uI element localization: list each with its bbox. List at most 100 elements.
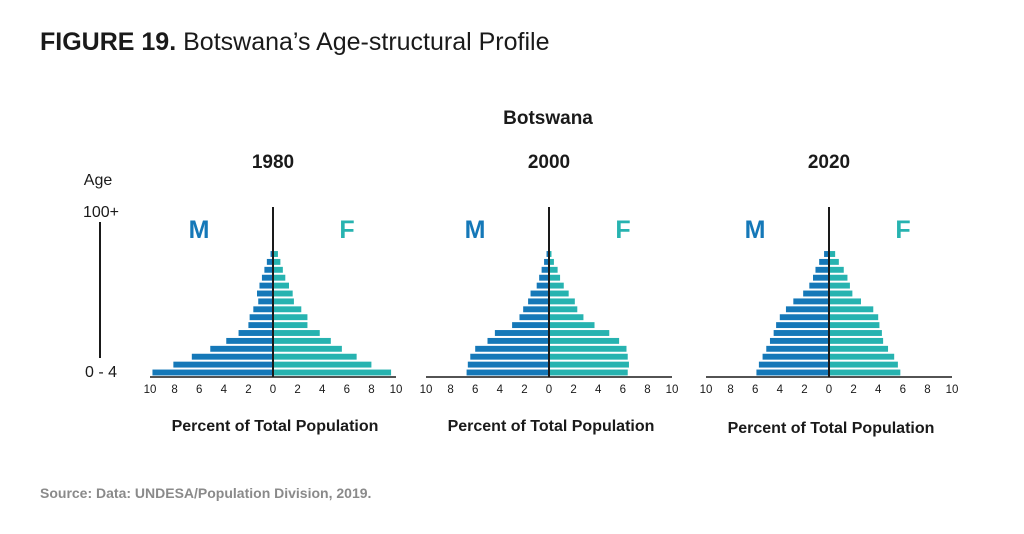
bar-male-0-4 [466,369,549,376]
bar-female-60-64 [273,274,286,281]
x-tick-label: 2 [294,384,300,396]
bar-male-35-39 [519,314,549,321]
age-axis-label: Age [84,172,113,189]
bar-male-25-29 [494,330,549,336]
bar-male-15-19 [766,345,829,352]
bar-female-20-24 [549,337,620,344]
bar-female-20-24 [829,337,884,344]
bar-male-65-69 [264,266,273,273]
bar-female-50-54 [829,290,853,297]
x-tick-label: 8 [924,384,930,396]
bar-male-55-59 [536,282,549,289]
x-tick-label: 2 [521,384,527,396]
x-tick-label: 8 [727,384,733,396]
x-tick-label: 2 [801,384,807,396]
male-label: M [465,216,486,244]
bar-male-20-24 [487,337,549,344]
bar-female-55-59 [549,282,564,289]
x-tick-label: 10 [946,384,959,396]
bar-female-10-14 [273,353,357,360]
x-tick-label: 10 [144,384,157,396]
bar-male-75-79 [270,251,273,257]
x-tick-label: 4 [319,384,326,396]
bar-male-35-39 [779,314,829,321]
bar-female-0-4 [549,369,628,376]
female-label: F [895,216,910,244]
bar-male-55-59 [809,282,829,289]
x-tick-label: 0 [826,384,832,396]
chart-title-1980: 1980 [252,152,294,173]
population-pyramids: Botswana Age 100+ 0 - 4 1980 M F 10 8 6 4 2 0 2 4 6 8 10 P… [83,108,959,437]
bar-female-20-24 [273,337,331,344]
bar-male-15-19 [210,345,273,352]
bar-male-70-74 [266,258,273,265]
bar-male-35-39 [249,314,273,321]
bar-male-15-19 [475,345,549,352]
bar-female-25-29 [273,330,320,336]
bar-male-10-14 [191,353,273,360]
bar-male-45-49 [258,298,273,305]
source-note: Source: Data: UNDESA/Population Division… [40,485,372,501]
x-axis-label: Percent of Total Population [448,418,655,435]
x-tick-label: 8 [171,384,177,396]
bar-male-50-54 [803,290,829,297]
bar-male-50-54 [530,290,549,297]
bar-female-50-54 [273,290,293,297]
x-tick-label: 6 [620,384,626,396]
bar-female-5-9 [829,361,898,368]
bar-female-0-4 [273,369,392,376]
x-tick-label: 2 [570,384,576,396]
bar-female-55-59 [829,282,850,289]
bar-female-5-9 [549,361,629,368]
bar-male-75-79 [824,251,829,257]
x-tick-label: 4 [875,384,882,396]
figure-title-text: Botswana’s Age-structural Profile [183,28,550,56]
bar-male-5-9 [467,361,549,368]
bar-female-15-19 [829,345,889,352]
bar-male-0-4 [756,369,829,376]
x-tick-label: 2 [245,384,251,396]
bar-male-65-69 [541,266,549,273]
male-label: M [745,216,766,244]
bar-male-75-79 [546,251,549,257]
bar-female-15-19 [273,345,342,352]
bar-female-30-34 [549,322,595,329]
x-tick-label: 0 [270,384,276,396]
bar-female-30-34 [829,322,880,329]
bar-female-40-44 [549,306,578,313]
x-tick-label: 4 [595,384,602,396]
bar-female-70-74 [273,258,281,265]
bar-female-50-54 [549,290,569,297]
bar-male-10-14 [762,353,829,360]
x-tick-label: 0 [546,384,552,396]
x-tick-label: 6 [752,384,758,396]
bar-male-40-44 [523,306,549,313]
bar-female-60-64 [549,274,561,281]
x-tick-label: 10 [420,384,433,396]
bar-male-65-69 [815,266,829,273]
bar-female-75-79 [829,251,836,257]
bar-female-45-49 [549,298,575,305]
bar-female-30-34 [273,322,308,329]
bar-female-65-69 [273,266,283,273]
x-tick-label: 8 [368,384,374,396]
bar-female-45-49 [273,298,294,305]
x-tick-label: 6 [344,384,350,396]
bar-male-60-64 [539,274,549,281]
bar-female-65-69 [549,266,558,273]
bar-male-0-4 [152,369,273,376]
bar-male-30-34 [512,322,549,329]
x-tick-label: 4 [497,384,504,396]
bar-female-75-79 [273,251,278,257]
bar-female-0-4 [829,369,901,376]
bar-female-55-59 [273,282,289,289]
x-tick-label: 4 [777,384,784,396]
bar-male-45-49 [528,298,549,305]
bar-female-5-9 [273,361,372,368]
female-label: F [615,216,630,244]
chart-title-2000: 2000 [528,152,570,173]
bar-female-75-79 [549,251,552,257]
x-axis-label: Percent of Total Population [728,420,935,437]
bar-male-40-44 [253,306,273,313]
x-tick-label: 4 [221,384,228,396]
